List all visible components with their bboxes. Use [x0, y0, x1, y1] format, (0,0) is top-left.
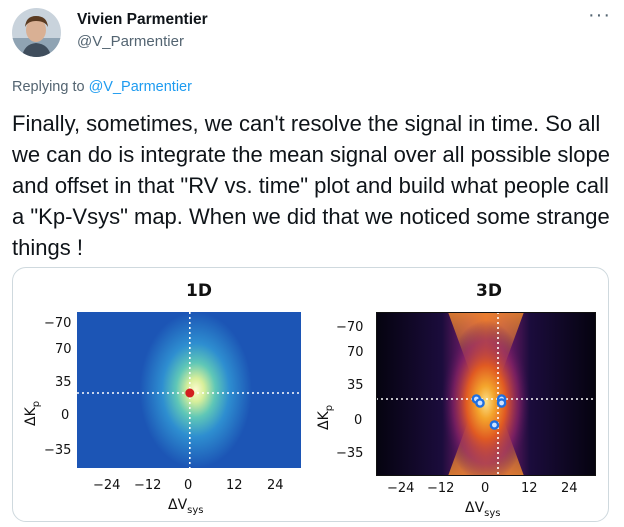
- x-tick: −24: [387, 481, 415, 496]
- heatmap-3d: [376, 312, 596, 476]
- x-tick: 0: [184, 478, 193, 493]
- tweet-text: Finally, sometimes, we can't resolve the…: [12, 111, 611, 260]
- chart-title-1d: 1D: [186, 281, 212, 301]
- x-axis-label: ΔVsys: [168, 497, 204, 516]
- y-axis-label: ΔKp: [23, 400, 42, 426]
- x-tick: −12: [427, 481, 455, 496]
- author-name[interactable]: Vivien Parmentier: [77, 11, 208, 28]
- y-tick: 70: [347, 345, 364, 360]
- heatmap-1d-overlay: [77, 312, 301, 468]
- y-tick: 0: [354, 413, 363, 428]
- x-axis-label: ΔVsys: [465, 500, 501, 519]
- y-tick: 35: [55, 375, 72, 390]
- y-tick: −70: [44, 316, 72, 331]
- avatar[interactable]: [12, 8, 61, 57]
- y-tick: −70: [336, 320, 364, 335]
- x-tick: −24: [93, 478, 121, 493]
- chart-title-3d: 3D: [476, 281, 502, 301]
- x-tick: 0: [481, 481, 490, 496]
- x-tick: 12: [226, 478, 243, 493]
- reply-handle-link[interactable]: @V_Parmentier: [88, 79, 192, 95]
- replying-to: Replying to @V_Parmentier: [12, 79, 192, 95]
- x-tick: −12: [134, 478, 162, 493]
- data-point: [475, 398, 485, 408]
- data-point: [185, 388, 195, 398]
- y-axis-label: ΔKp: [316, 404, 335, 430]
- x-tick: 24: [561, 481, 578, 496]
- y-tick: 35: [347, 378, 364, 393]
- y-tick: 70: [55, 342, 72, 357]
- tweet-image[interactable]: 1D −70 70 35 0: [12, 267, 609, 522]
- plot-frame: [376, 312, 596, 476]
- x-tick: 12: [521, 481, 538, 496]
- x-tick: 24: [267, 478, 284, 493]
- author-handle[interactable]: @V_Parmentier: [77, 33, 184, 50]
- heatmap-3d-overlay: [376, 312, 596, 476]
- data-point: [496, 398, 507, 408]
- y-tick: 0: [61, 408, 70, 423]
- y-tick: −35: [44, 443, 72, 458]
- more-horizontal-icon[interactable]: ···: [588, 4, 611, 26]
- replying-prefix: Replying to: [12, 79, 85, 95]
- data-point: [489, 420, 500, 430]
- y-tick: −35: [336, 446, 364, 461]
